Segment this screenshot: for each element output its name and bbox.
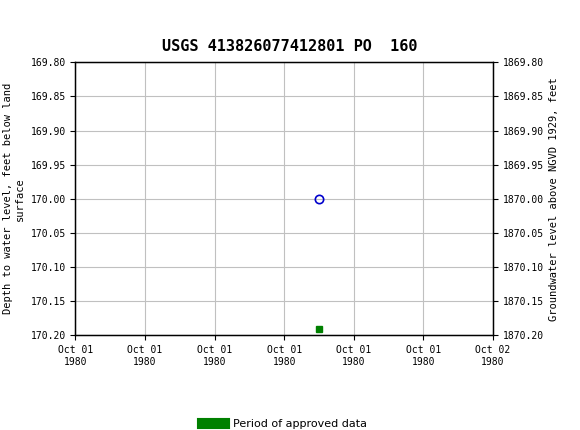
Y-axis label: Depth to water level, feet below land
surface: Depth to water level, feet below land su… [3, 83, 25, 314]
Text: ≈USGS: ≈USGS [9, 13, 67, 32]
Legend: Period of approved data: Period of approved data [197, 415, 371, 430]
Text: USGS 413826077412801 PO  160: USGS 413826077412801 PO 160 [162, 39, 418, 54]
Y-axis label: Groundwater level above NGVD 1929, feet: Groundwater level above NGVD 1929, feet [549, 77, 559, 321]
